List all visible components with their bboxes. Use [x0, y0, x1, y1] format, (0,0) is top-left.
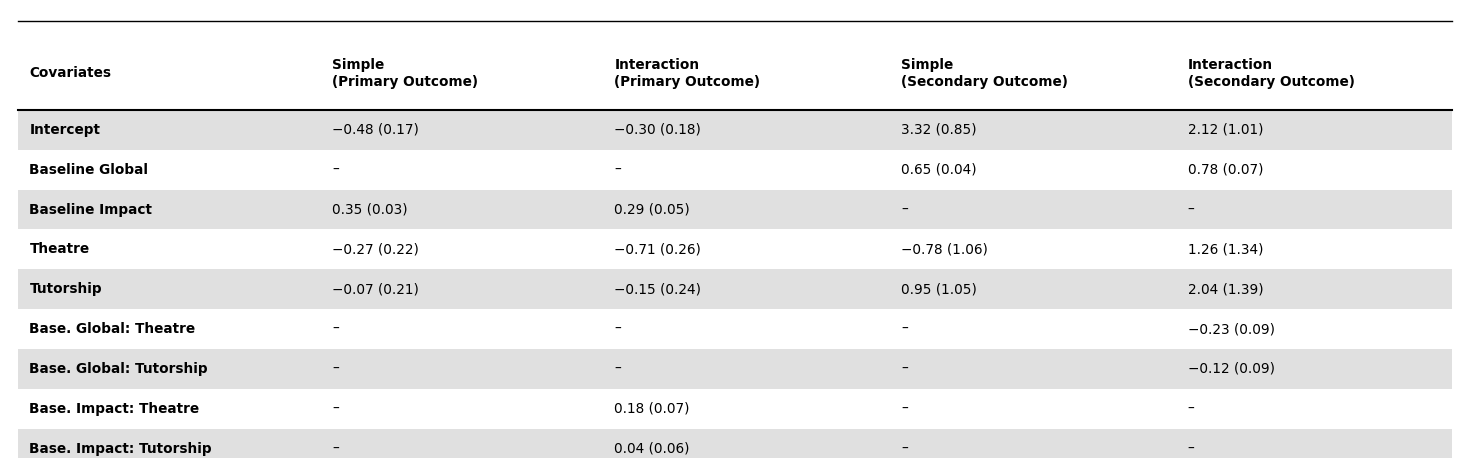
Text: −0.30 (0.18): −0.30 (0.18) [614, 123, 701, 137]
Text: –: – [332, 442, 340, 456]
Text: Base. Impact: Theatre: Base. Impact: Theatre [29, 402, 200, 416]
Text: Theatre: Theatre [29, 242, 90, 256]
Text: Interaction
(Secondary Outcome): Interaction (Secondary Outcome) [1188, 58, 1355, 89]
Text: –: – [332, 402, 340, 416]
Text: −0.71 (0.26): −0.71 (0.26) [614, 242, 701, 256]
Text: Base. Impact: Tutorship: Base. Impact: Tutorship [29, 442, 212, 456]
Text: –: – [1188, 402, 1195, 416]
FancyBboxPatch shape [18, 190, 1452, 229]
Text: –: – [901, 202, 908, 217]
Text: Interaction
(Primary Outcome): Interaction (Primary Outcome) [614, 58, 760, 89]
Text: −0.78 (1.06): −0.78 (1.06) [901, 242, 988, 256]
Text: Simple
(Secondary Outcome): Simple (Secondary Outcome) [901, 58, 1069, 89]
Text: 0.04 (0.06): 0.04 (0.06) [614, 442, 689, 456]
Text: –: – [901, 402, 908, 416]
FancyBboxPatch shape [18, 150, 1452, 190]
Text: 0.78 (0.07): 0.78 (0.07) [1188, 163, 1263, 177]
FancyBboxPatch shape [18, 229, 1452, 269]
Text: –: – [332, 322, 340, 336]
Text: –: – [614, 362, 622, 376]
Text: Baseline Global: Baseline Global [29, 163, 148, 177]
Text: Baseline Impact: Baseline Impact [29, 202, 153, 217]
Text: Intercept: Intercept [29, 123, 100, 137]
Text: –: – [1188, 442, 1195, 456]
Text: –: – [901, 362, 908, 376]
Text: –: – [1188, 202, 1195, 217]
Text: −0.27 (0.22): −0.27 (0.22) [332, 242, 419, 256]
Text: 2.04 (1.39): 2.04 (1.39) [1188, 282, 1263, 296]
FancyBboxPatch shape [18, 429, 1452, 458]
Text: −0.07 (0.21): −0.07 (0.21) [332, 282, 419, 296]
Text: Base. Global: Theatre: Base. Global: Theatre [29, 322, 196, 336]
Text: 0.18 (0.07): 0.18 (0.07) [614, 402, 689, 416]
Text: 0.65 (0.04): 0.65 (0.04) [901, 163, 976, 177]
Text: −0.15 (0.24): −0.15 (0.24) [614, 282, 701, 296]
Text: 3.32 (0.85): 3.32 (0.85) [901, 123, 976, 137]
Text: −0.12 (0.09): −0.12 (0.09) [1188, 362, 1274, 376]
Text: –: – [901, 442, 908, 456]
Text: 1.26 (1.34): 1.26 (1.34) [1188, 242, 1263, 256]
FancyBboxPatch shape [18, 309, 1452, 349]
Text: 0.95 (1.05): 0.95 (1.05) [901, 282, 978, 296]
Text: –: – [614, 163, 622, 177]
Text: –: – [332, 163, 340, 177]
Text: Simple
(Primary Outcome): Simple (Primary Outcome) [332, 58, 478, 89]
FancyBboxPatch shape [18, 269, 1452, 309]
Text: –: – [614, 322, 622, 336]
Text: −0.23 (0.09): −0.23 (0.09) [1188, 322, 1274, 336]
FancyBboxPatch shape [18, 110, 1452, 150]
Text: –: – [901, 322, 908, 336]
Text: –: – [332, 362, 340, 376]
Text: 0.29 (0.05): 0.29 (0.05) [614, 202, 691, 217]
Text: −0.48 (0.17): −0.48 (0.17) [332, 123, 419, 137]
Text: Tutorship: Tutorship [29, 282, 101, 296]
FancyBboxPatch shape [18, 389, 1452, 429]
FancyBboxPatch shape [18, 349, 1452, 389]
Text: Covariates: Covariates [29, 66, 112, 80]
Text: Base. Global: Tutorship: Base. Global: Tutorship [29, 362, 209, 376]
Text: 0.35 (0.03): 0.35 (0.03) [332, 202, 407, 217]
Text: 2.12 (1.01): 2.12 (1.01) [1188, 123, 1263, 137]
